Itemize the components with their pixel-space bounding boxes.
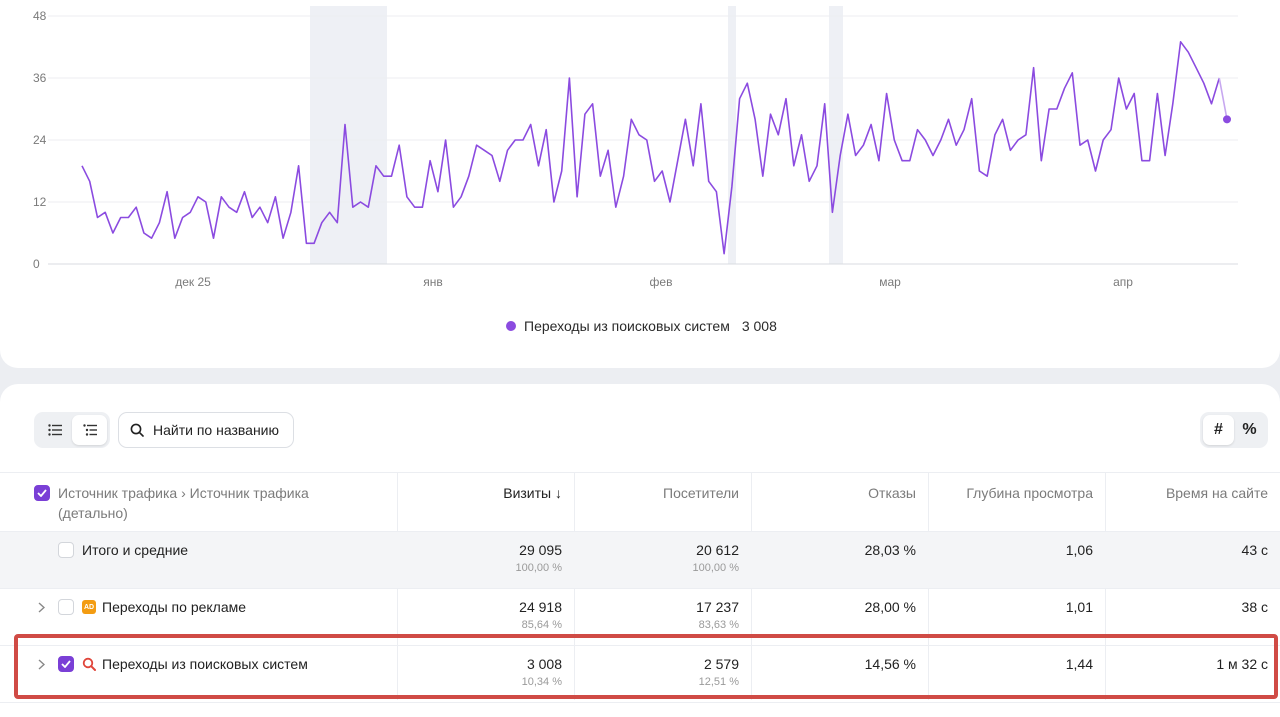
highlight-band xyxy=(728,6,736,264)
time-cell: 1 м 32 с xyxy=(1216,656,1268,672)
dimension-header[interactable]: Источник трафика › Источник трафика (дет… xyxy=(34,473,374,533)
visitors-cell: 20 612 100,00 % xyxy=(692,542,739,574)
row-checkbox[interactable] xyxy=(58,542,74,558)
legend-label: Переходы из поисковых систем xyxy=(524,318,730,334)
select-all-checkbox[interactable] xyxy=(34,485,50,501)
search-engine-icon xyxy=(82,657,96,671)
visitors-cell: 2 579 12,51 % xyxy=(698,656,739,688)
table-row-total: Итого и средние 29 095 100,00 % 20 612 100… xyxy=(0,532,1280,589)
x-tick-label: апр xyxy=(1113,275,1133,289)
bounce-cell: 14,56 % xyxy=(864,656,916,672)
search-placeholder: Найти по названию xyxy=(153,422,279,438)
row-checkbox[interactable] xyxy=(58,656,74,672)
dimension-header-label: Источник трафика › Источник трафика (дет… xyxy=(58,485,309,521)
view-toggle xyxy=(34,412,110,448)
series-line xyxy=(81,41,1221,255)
ad-icon: AD xyxy=(82,600,96,614)
row-label: Итого и средние xyxy=(82,542,189,558)
visits-cell: 29 095 100,00 % xyxy=(515,542,562,574)
time-header[interactable]: Время на сайте xyxy=(1165,485,1268,501)
table-header: Источник трафика › Источник трафика (дет… xyxy=(0,472,1280,532)
x-tick-label: фев xyxy=(650,275,673,289)
legend-dot-icon xyxy=(506,321,516,331)
depth-header[interactable]: Глубина просмотра xyxy=(966,485,1093,501)
time-cell: 43 с xyxy=(1241,542,1268,558)
visitors-header[interactable]: Посетители xyxy=(663,485,739,501)
traffic-line-chart: 0 12 24 36 48 дек 25 янв фев мар апр xyxy=(33,6,1238,289)
table-row[interactable]: Переходы из поисковых систем 3 008 10,34 … xyxy=(0,646,1280,703)
search-icon xyxy=(130,423,144,437)
depth-cell: 1,44 xyxy=(1065,656,1093,672)
y-tick-label: 48 xyxy=(33,9,47,23)
y-tick-label: 36 xyxy=(33,71,47,85)
row-name-cell: Итого и средние xyxy=(34,542,188,558)
table-toolbar: Найти по названию # % xyxy=(34,412,1268,448)
row-name-cell: AD Переходы по рекламе xyxy=(34,599,246,615)
bounce-cell: 28,03 % xyxy=(864,542,916,558)
flat-list-view-button[interactable] xyxy=(37,415,72,445)
chart-legend[interactable]: Переходы из поисковых систем 3 008 xyxy=(506,318,777,334)
series-line-partial xyxy=(1218,77,1228,120)
visits-cell: 24 918 85,64 % xyxy=(519,599,562,631)
y-tick-label: 0 xyxy=(33,257,40,271)
bounce-cell: 28,00 % xyxy=(864,599,916,615)
list-icon xyxy=(47,424,62,436)
row-label[interactable]: Переходы из поисковых систем xyxy=(102,656,308,672)
chart-card: 0 12 24 36 48 дек 25 янв фев мар апр Переходы из … xyxy=(0,0,1280,368)
y-tick-label: 12 xyxy=(33,195,47,209)
tree-view-button[interactable] xyxy=(72,415,107,445)
expand-chevron-icon[interactable] xyxy=(34,658,48,670)
checkmark-icon xyxy=(37,489,47,497)
row-name-cell: Переходы из поисковых систем xyxy=(34,656,308,672)
expand-chevron-icon[interactable] xyxy=(34,601,48,613)
table-row[interactable] xyxy=(0,703,1280,717)
depth-cell: 1,01 xyxy=(1065,599,1093,615)
depth-cell: 1,06 xyxy=(1065,542,1093,558)
highlight-band xyxy=(829,6,843,264)
visits-cell: 3 008 10,34 % xyxy=(521,656,562,688)
time-cell: 38 с xyxy=(1241,599,1268,615)
series-end-point xyxy=(1223,115,1231,124)
table-row[interactable]: AD Переходы по рекламе 24 918 85,64 % 17 … xyxy=(0,589,1280,646)
search-input[interactable]: Найти по названию xyxy=(118,412,294,448)
row-checkbox[interactable] xyxy=(58,599,74,615)
visitors-cell: 17 237 83,63 % xyxy=(696,599,739,631)
value-mode-toggle: # % xyxy=(1200,412,1268,448)
x-tick-label: мар xyxy=(879,275,901,289)
visits-header[interactable]: Визиты ↓ xyxy=(503,485,562,501)
report-table-card: Найти по названию # % Источник трафика ›… xyxy=(0,384,1280,717)
bounce-header[interactable]: Отказы xyxy=(868,485,916,501)
row-label[interactable]: Переходы по рекламе xyxy=(102,599,247,615)
absolute-values-button[interactable]: # xyxy=(1203,415,1234,445)
tree-list-icon xyxy=(82,424,97,436)
checkmark-icon xyxy=(61,660,71,668)
report-table: Источник трафика › Источник трафика (дет… xyxy=(0,472,1280,717)
x-tick-label: дек 25 xyxy=(175,275,211,289)
x-tick-label: янв xyxy=(423,275,443,289)
percent-values-button[interactable]: % xyxy=(1242,421,1257,438)
y-tick-label: 24 xyxy=(33,133,47,147)
legend-total: 3 008 xyxy=(741,318,777,334)
